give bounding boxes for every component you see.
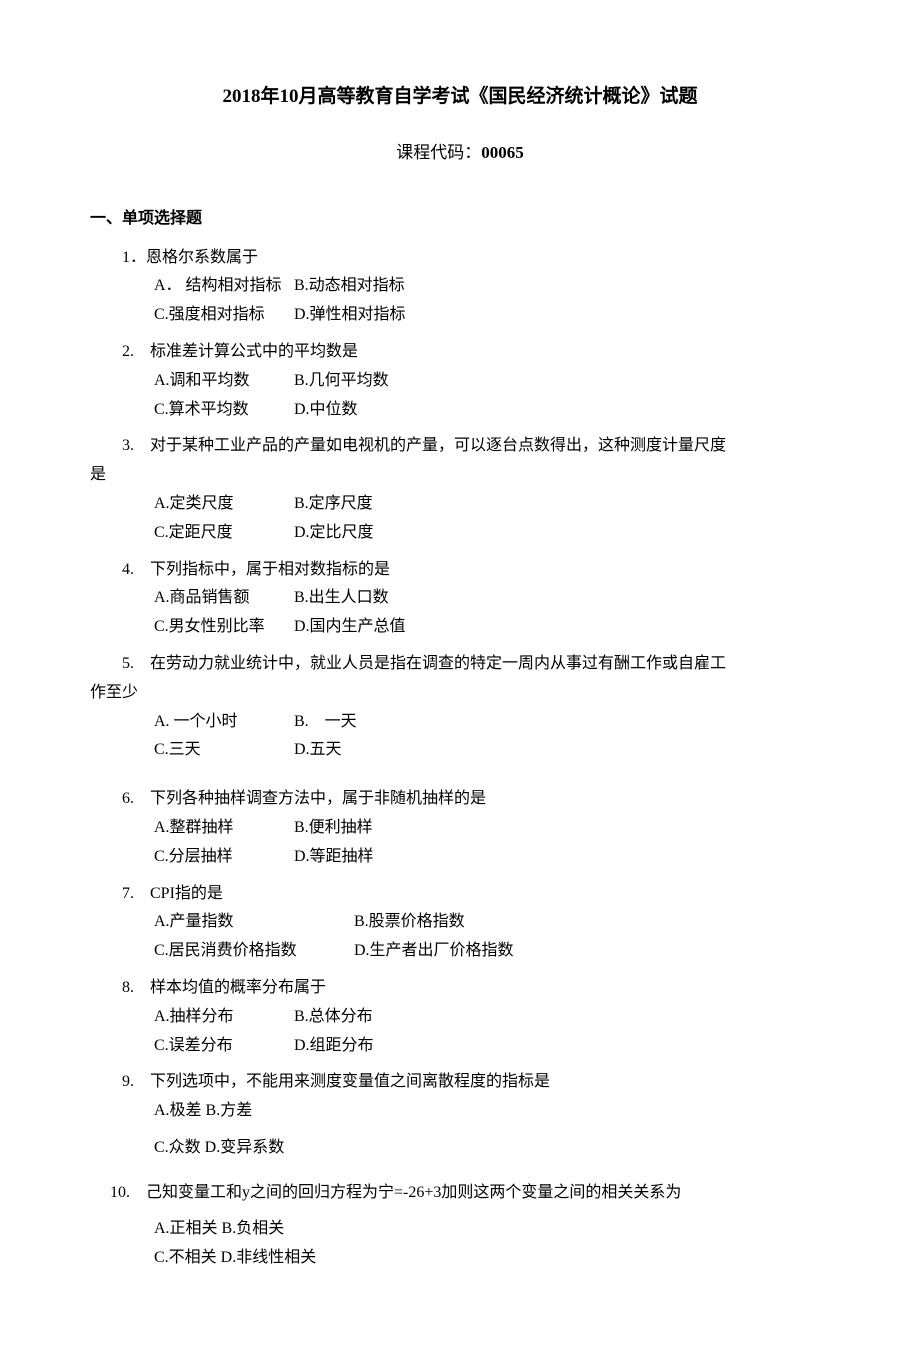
option-b: B.总体分布	[294, 1003, 434, 1032]
question-stem: 5. 在劳动力就业统计中，就业人员是指在调查的特定一周内从事过有酬工作或自雇工	[90, 650, 830, 679]
option-a: A. 一个小时	[154, 708, 294, 737]
option-c: C.强度相对指标	[154, 301, 294, 330]
option-d: D.组距分布	[294, 1032, 434, 1061]
option-b: B.动态相对指标	[294, 272, 434, 301]
option-d: D.等距抽样	[294, 843, 434, 872]
option-d: D.弹性相对指标	[294, 301, 434, 330]
question-stem: 7. CPI指的是	[90, 880, 830, 909]
options-row: C.居民消费价格指数D.生产者出厂价格指数	[90, 937, 830, 966]
option-c: C.三天	[154, 736, 294, 765]
option-d: D.中位数	[294, 396, 434, 425]
option-c: C.居民消费价格指数	[154, 937, 354, 966]
option-a: A.定类尺度	[154, 490, 294, 519]
question-6: 6. 下列各种抽样调查方法中，属于非随机抽样的是 A.整群抽样B.便利抽样 C.…	[90, 785, 830, 871]
option-c: C.定距尺度	[154, 519, 294, 548]
question-4: 4. 下列指标中，属于相对数指标的是 A.商品销售额B.出生人口数 C.男女性别…	[90, 556, 830, 642]
options-row: A.商品销售额B.出生人口数	[90, 584, 830, 613]
question-stem-continue: 作至少	[90, 679, 830, 708]
subtitle-prefix: 课程代码：	[396, 143, 481, 162]
options-row: A.整群抽样B.便利抽样	[90, 814, 830, 843]
option-d: D.生产者出厂价格指数	[354, 937, 554, 966]
question-7: 7. CPI指的是 A.产量指数B.股票价格指数 C.居民消费价格指数D.生产者…	[90, 880, 830, 966]
options-row: A.正相关 B.负相关	[90, 1215, 830, 1244]
document-title: 2018年10月高等教育自学考试《国民经济统计概论》试题	[90, 80, 830, 114]
question-8: 8. 样本均值的概率分布属于 A.抽样分布B.总体分布 C.误差分布D.组距分布	[90, 974, 830, 1060]
question-stem: 4. 下列指标中，属于相对数指标的是	[90, 556, 830, 585]
options-row: C.定距尺度D.定比尺度	[90, 519, 830, 548]
question-stem: 8. 样本均值的概率分布属于	[90, 974, 830, 1003]
option-b: B.股票价格指数	[354, 908, 554, 937]
options-row: A. 一个小时B. 一天	[90, 708, 830, 737]
course-code: 00065	[481, 143, 524, 162]
option-c: C.男女性别比率	[154, 613, 294, 642]
section-heading: 一、单项选择题	[90, 205, 830, 234]
question-5: 5. 在劳动力就业统计中，就业人员是指在调查的特定一周内从事过有酬工作或自雇工 …	[90, 650, 830, 765]
option-b: B.定序尺度	[294, 490, 434, 519]
question-stem: 9. 下列选项中，不能用来测度变量值之间离散程度的指标是	[90, 1068, 830, 1097]
option-c: C.误差分布	[154, 1032, 294, 1061]
options-row: A.产量指数B.股票价格指数	[90, 908, 830, 937]
options-row: C.三天D.五天	[90, 736, 830, 765]
options-row: C.不相关 D.非线性相关	[90, 1244, 830, 1273]
options-row: C.误差分布D.组距分布	[90, 1032, 830, 1061]
option-a: A.整群抽样	[154, 814, 294, 843]
option-a: A.产量指数	[154, 908, 354, 937]
options-row: C.男女性别比率D.国内生产总值	[90, 613, 830, 642]
options-row: C.强度相对指标D.弹性相对指标	[90, 301, 830, 330]
question-10: 10. 己知变量工和y之间的回归方程为宁=-26+3加则这两个变量之间的相关关系…	[90, 1179, 830, 1273]
question-stem-continue: 是	[90, 461, 830, 490]
option-b: B.出生人口数	[294, 584, 434, 613]
option-c: C.分层抽样	[154, 843, 294, 872]
question-1: 1．恩格尔系数属于 A． 结构相对指标B.动态相对指标 C.强度相对指标D.弹性…	[90, 244, 830, 330]
question-stem: 1．恩格尔系数属于	[90, 244, 830, 273]
option-c: C.算术平均数	[154, 396, 294, 425]
options-row: A.抽样分布B.总体分布	[90, 1003, 830, 1032]
question-stem: 6. 下列各种抽样调查方法中，属于非随机抽样的是	[90, 785, 830, 814]
question-stem: 3. 对于某种工业产品的产量如电视机的产量，可以逐台点数得出，这种测度计量尺度	[90, 432, 830, 461]
options-row: C.分层抽样D.等距抽样	[90, 843, 830, 872]
options-row: A.极差 B.方差	[90, 1097, 830, 1126]
option-a: A． 结构相对指标	[154, 272, 294, 301]
options-row: A． 结构相对指标B.动态相对指标	[90, 272, 830, 301]
option-b: B.几何平均数	[294, 367, 434, 396]
question-stem: 10. 己知变量工和y之间的回归方程为宁=-26+3加则这两个变量之间的相关关系…	[90, 1179, 830, 1208]
question-stem: 2. 标准差计算公式中的平均数是	[90, 338, 830, 367]
option-a: A.商品销售额	[154, 584, 294, 613]
option-d: D.定比尺度	[294, 519, 434, 548]
options-row: A.调和平均数B.几何平均数	[90, 367, 830, 396]
options-row: C.算术平均数D.中位数	[90, 396, 830, 425]
option-d: D.国内生产总值	[294, 613, 434, 642]
option-d: D.五天	[294, 736, 434, 765]
options-row: C.众数 D.变异系数	[90, 1134, 830, 1163]
option-b: B. 一天	[294, 708, 434, 737]
course-code-line: 课程代码：00065	[90, 138, 830, 169]
question-9: 9. 下列选项中，不能用来测度变量值之间离散程度的指标是 A.极差 B.方差 C…	[90, 1068, 830, 1162]
option-a: A.调和平均数	[154, 367, 294, 396]
question-3: 3. 对于某种工业产品的产量如电视机的产量，可以逐台点数得出，这种测度计量尺度 …	[90, 432, 830, 547]
option-b: B.便利抽样	[294, 814, 434, 843]
options-row: A.定类尺度B.定序尺度	[90, 490, 830, 519]
option-a: A.抽样分布	[154, 1003, 294, 1032]
question-2: 2. 标准差计算公式中的平均数是 A.调和平均数B.几何平均数 C.算术平均数D…	[90, 338, 830, 424]
